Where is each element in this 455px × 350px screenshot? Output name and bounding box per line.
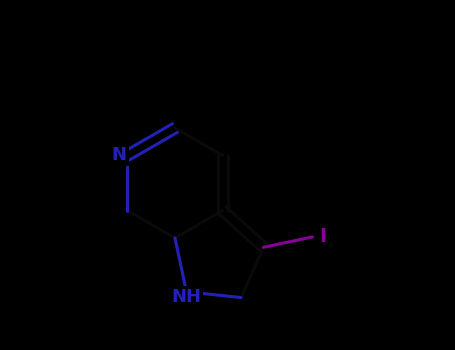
Text: I: I bbox=[319, 228, 326, 246]
Text: NH: NH bbox=[172, 288, 202, 306]
Text: N: N bbox=[112, 147, 127, 164]
